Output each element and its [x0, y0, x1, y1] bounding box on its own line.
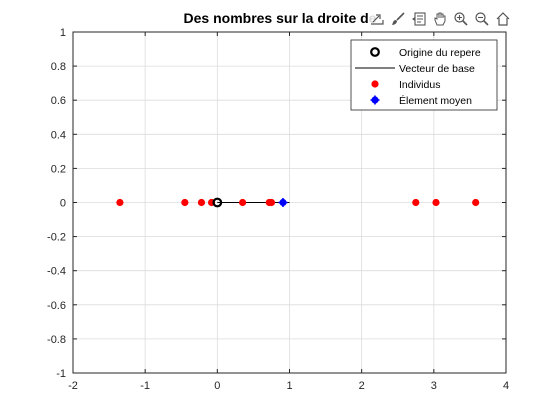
axes-toolbar: [368, 8, 512, 30]
y-tick-label: -0.2: [47, 232, 66, 244]
legend-label: Élement moyen: [399, 94, 472, 107]
individual-point: [116, 199, 123, 206]
export-button[interactable]: [368, 10, 386, 28]
zoom-out-icon: [474, 11, 490, 27]
x-tick-label: 2: [359, 380, 365, 392]
pan-icon: [432, 11, 448, 27]
brush-icon: [390, 11, 406, 27]
chart-title: Des nombres sur la droite de: [184, 10, 377, 26]
legend-label: Origine du repere: [399, 47, 481, 59]
home-button[interactable]: [494, 10, 512, 28]
y-tick-label: -0.8: [47, 334, 66, 346]
individual-point: [268, 199, 275, 206]
data-tips-button[interactable]: [410, 10, 428, 28]
pan-button[interactable]: [431, 10, 449, 28]
y-tick-label: 0.2: [51, 163, 66, 175]
home-icon: [495, 11, 511, 27]
x-tick-label: 1: [286, 380, 292, 392]
x-tick-label: -1: [140, 380, 150, 392]
x-tick-label: 0: [214, 380, 220, 392]
individual-point: [472, 199, 479, 206]
x-tick-label: 3: [431, 380, 437, 392]
legend-label: Individus: [399, 79, 440, 91]
y-tick-label: 0.8: [51, 61, 66, 73]
y-tick-label: 0: [60, 198, 66, 210]
individual-point: [181, 199, 188, 206]
x-tick-label: -2: [68, 380, 78, 392]
zoom-in-button[interactable]: [452, 10, 470, 28]
x-tick-label: 4: [503, 380, 509, 392]
y-tick-label: -0.6: [47, 300, 66, 312]
data-tips-icon: [411, 11, 427, 27]
individual-point: [412, 199, 419, 206]
y-tick-label: -0.4: [47, 266, 66, 278]
legend[interactable]: Origine du repere Vecteur de base Individu…: [351, 40, 497, 110]
legend-label: Vecteur de base: [399, 63, 475, 75]
y-tick-label: 0.4: [51, 129, 66, 141]
y-tick-labels: -1 -0.8 -0.6 -0.4 -0.2 0 0.2 0.4 0.6 0.8 1: [47, 27, 66, 380]
y-tick-label: -1: [56, 368, 66, 380]
zoom-in-icon: [453, 11, 469, 27]
legend-marker-individuals: [371, 80, 378, 87]
y-tick-label: 0.6: [51, 95, 66, 107]
export-icon: [369, 11, 385, 27]
individual-point: [432, 199, 439, 206]
zoom-out-button[interactable]: [473, 10, 491, 28]
individual-point: [239, 199, 246, 206]
x-tick-labels: -2 -1 0 1 2 3 4: [68, 380, 509, 392]
y-tick-label: 1: [60, 27, 66, 39]
individual-point: [198, 199, 205, 206]
brush-button[interactable]: [389, 10, 407, 28]
